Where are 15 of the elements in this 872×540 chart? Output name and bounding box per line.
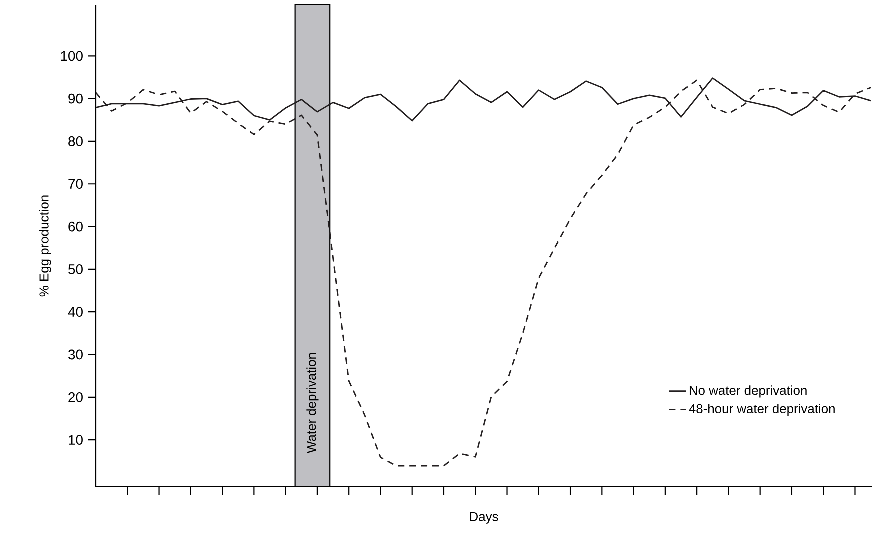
y-tick-label: 100 xyxy=(61,51,83,62)
y-tick-label: 20 xyxy=(68,392,83,402)
y-tick-label: 10 xyxy=(69,435,83,446)
x-axis-title: Days xyxy=(470,512,498,524)
y-tick-label: 30 xyxy=(68,350,83,360)
y-tick-label: 90 xyxy=(68,94,83,104)
y-axis-title: % Egg production xyxy=(39,196,52,297)
y-tick-label: 80 xyxy=(68,136,83,146)
y-tick-label: 70 xyxy=(68,179,83,190)
annotation: Water deprivation xyxy=(306,353,319,454)
y-tick-label: 50 xyxy=(68,264,83,274)
y-tick-label: 60 xyxy=(68,222,83,232)
y-tick-label: 40 xyxy=(68,307,83,318)
legend-label: No water deprivation xyxy=(690,386,807,398)
legend-label: 48-hour water deprivation xyxy=(689,404,835,416)
